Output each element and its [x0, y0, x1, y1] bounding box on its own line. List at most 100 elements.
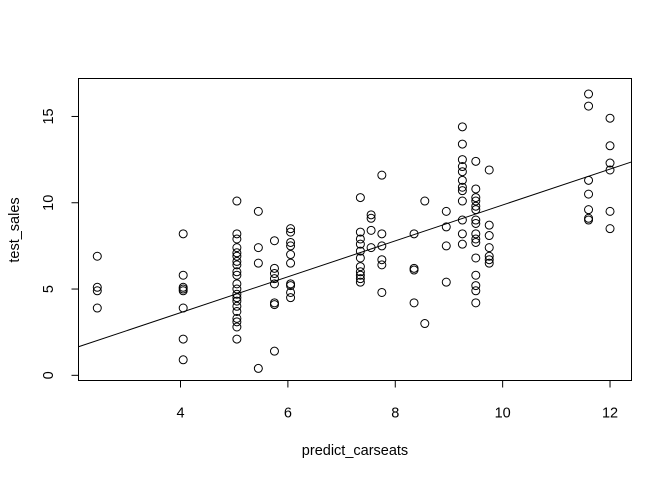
data-point [269, 279, 279, 289]
data-point [471, 201, 481, 211]
data-point [377, 255, 387, 265]
data-point [232, 248, 242, 258]
data-point [232, 306, 242, 316]
data-point [457, 196, 467, 206]
data-point [377, 170, 387, 180]
data-point [471, 218, 481, 228]
data-point [232, 296, 242, 306]
data-point [457, 162, 467, 172]
data-point [232, 196, 242, 206]
x-axis-label: predict_carseats [302, 443, 408, 459]
data-point [420, 196, 430, 206]
data-point [355, 227, 365, 237]
data-point [253, 206, 263, 216]
data-point [232, 334, 242, 344]
data-point [355, 234, 365, 244]
data-point [471, 286, 481, 296]
data-point [366, 213, 376, 223]
data-point [471, 196, 481, 206]
data-point [232, 229, 242, 239]
data-point [92, 303, 102, 313]
y-tick-label: 0 [41, 371, 57, 379]
regression-line [78, 161, 632, 348]
plot-area [78, 89, 632, 373]
data-point [269, 274, 279, 284]
data-point [355, 270, 365, 280]
data-point [178, 270, 188, 280]
data-point [286, 281, 296, 291]
data-point [178, 284, 188, 294]
data-point [409, 298, 419, 308]
data-point [409, 263, 419, 273]
data-point [92, 282, 102, 292]
data-point [232, 256, 242, 266]
data-point [605, 158, 615, 168]
data-point [355, 193, 365, 203]
data-point [471, 281, 481, 291]
data-point [457, 167, 467, 177]
data-point [269, 346, 279, 356]
data-point [584, 189, 594, 199]
data-point [605, 113, 615, 123]
x-tick-label: 10 [495, 406, 511, 422]
data-point [366, 225, 376, 235]
data-point [92, 251, 102, 261]
data-point [269, 263, 279, 273]
data-point [441, 206, 451, 216]
data-point [457, 239, 467, 249]
data-point [178, 286, 188, 296]
data-point [232, 322, 242, 332]
data-point [377, 241, 387, 251]
data-point [484, 258, 494, 268]
data-point [457, 175, 467, 185]
y-tick-label: 15 [41, 108, 57, 124]
data-point [471, 234, 481, 244]
data-point [286, 287, 296, 297]
data-point [471, 270, 481, 280]
data-point [355, 253, 365, 263]
plot-frame [78, 78, 632, 381]
data-point [584, 213, 594, 223]
data-point [286, 237, 296, 247]
data-point [355, 239, 365, 249]
data-point [457, 182, 467, 192]
data-point [232, 313, 242, 323]
data-point [409, 265, 419, 275]
data-point [457, 122, 467, 132]
data-point [286, 293, 296, 303]
data-point [232, 301, 242, 311]
data-point [584, 101, 594, 111]
data-point [269, 269, 279, 279]
data-point [232, 279, 242, 289]
y-axis-label: test_sales [7, 197, 23, 262]
data-point [471, 298, 481, 308]
data-point [471, 184, 481, 194]
data-point [178, 229, 188, 239]
data-point [355, 274, 365, 284]
data-point [484, 255, 494, 265]
data-point [471, 193, 481, 203]
data-point [457, 229, 467, 239]
data-point [286, 227, 296, 237]
data-point [253, 243, 263, 253]
x-tick-label: 12 [602, 406, 618, 422]
data-point [409, 229, 419, 239]
data-point [286, 241, 296, 251]
data-point [232, 260, 242, 270]
data-point [584, 215, 594, 225]
data-point [286, 279, 296, 289]
x-tick-label: 4 [176, 406, 184, 422]
data-point [377, 229, 387, 239]
x-tick-label: 6 [284, 406, 292, 422]
data-point [366, 210, 376, 220]
data-point [471, 215, 481, 225]
data-point [471, 237, 481, 247]
data-point [232, 234, 242, 244]
data-point [92, 286, 102, 296]
data-point [269, 298, 279, 308]
data-point [286, 224, 296, 234]
data-point [178, 334, 188, 344]
data-point [355, 262, 365, 272]
data-point [441, 277, 451, 287]
data-point [377, 260, 387, 270]
